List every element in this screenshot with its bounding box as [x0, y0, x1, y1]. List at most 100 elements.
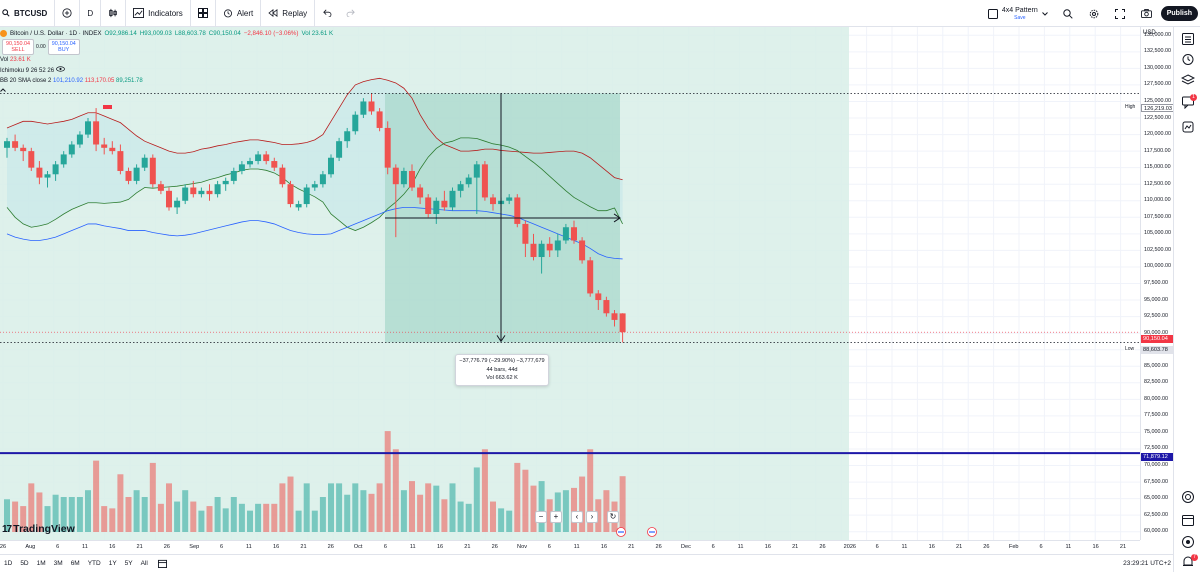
volume-bar — [295, 510, 302, 532]
candle-body — [409, 170, 415, 188]
price-tick: 65,000.00 — [1144, 495, 1168, 502]
tradingview-logo[interactable]: 17 TradingView — [2, 523, 75, 535]
time-axis[interactable]: 26 Aug 6 11 16 21 26 Sep 6 11 16 21 26 Oct 6 11 16 21 26 No… — [0, 540, 1140, 554]
price-tick: 92,500.00 — [1144, 313, 1168, 320]
top-toolbar: BTCUSD D Indicators Alert Replay 4x4 Pat… — [0, 0, 1200, 27]
quick-search-button[interactable] — [1056, 0, 1080, 27]
volume-bar — [287, 476, 294, 532]
notifications-bell-icon[interactable] — [1181, 555, 1195, 569]
compare-symbol-button[interactable] — [55, 0, 81, 27]
redo-button[interactable] — [339, 0, 363, 27]
candle-body — [222, 180, 229, 185]
ideas-icon[interactable] — [1181, 120, 1195, 134]
alerts-clock-icon[interactable] — [1181, 52, 1195, 66]
range-button-all[interactable]: All — [140, 560, 148, 567]
collapse-legend-button[interactable] — [0, 87, 333, 96]
range-button-5y[interactable]: 5Y — [124, 560, 133, 567]
range-button-ytd[interactable]: YTD — [87, 560, 101, 567]
scroll-right-button[interactable]: › — [586, 511, 598, 523]
ohlc-open: O92,986.14 — [104, 30, 137, 37]
publish-button[interactable]: Publish — [1160, 6, 1198, 21]
time-tick: 6 — [219, 544, 224, 550]
volume-bar — [571, 487, 577, 532]
candle-body — [619, 313, 626, 333]
zoom-in-button[interactable]: + — [550, 511, 562, 523]
range-button-1m[interactable]: 1M — [36, 560, 46, 567]
bollinger-legend[interactable]: BB 20 SMA close 2 101,210.92 113,170.05 … — [0, 77, 333, 86]
currency-label[interactable]: USD — [1143, 30, 1156, 36]
candle-body — [579, 240, 586, 261]
symbol-search-button[interactable]: BTCUSD — [0, 0, 56, 27]
volume-bar — [182, 490, 189, 532]
price-tick: 125,000.00 — [1144, 97, 1171, 104]
buy-button[interactable]: 90,150.04 BUY — [47, 39, 80, 55]
undo-button[interactable] — [315, 0, 339, 27]
range-button-1y[interactable]: 1Y — [108, 560, 117, 567]
volume-bar — [133, 490, 140, 532]
candle-body — [255, 154, 262, 162]
help-icon[interactable] — [1181, 535, 1195, 549]
volume-bar — [117, 474, 124, 532]
calendar-icon[interactable] — [1181, 513, 1195, 527]
layout-pattern-button[interactable]: 4x4 Pattern Save — [982, 0, 1054, 27]
candle-body — [279, 167, 286, 185]
bollinger-band-fill — [7, 78, 623, 231]
zoom-out-button[interactable]: − — [535, 511, 547, 523]
volume-bar — [85, 490, 91, 532]
time-tick: 16 — [273, 544, 280, 550]
volume-bar — [28, 483, 35, 532]
candle-body — [384, 127, 391, 168]
candle-body — [554, 240, 561, 251]
alert-button[interactable]: Alert — [216, 0, 262, 27]
price-chart[interactable] — [0, 27, 1140, 540]
price-tick: 97,500.00 — [1144, 280, 1168, 286]
scroll-left-button[interactable]: ‹ — [571, 511, 583, 523]
price-tick: 110,000.00 — [1144, 197, 1171, 204]
range-button-6m[interactable]: 6M — [70, 560, 80, 567]
chart-area[interactable]: Bitcoin / U.S. Dollar · 1D · INDEX O92,9… — [0, 27, 1140, 540]
layers-icon[interactable] — [1181, 73, 1195, 87]
range-button-1d[interactable]: 1D — [4, 560, 13, 567]
volume-legend[interactable]: Vol 23.61 K — [0, 56, 333, 65]
volume-bar — [449, 483, 456, 532]
snapshot-button[interactable] — [1134, 0, 1159, 27]
chat-icon[interactable] — [1181, 95, 1195, 109]
candle-body — [4, 141, 10, 148]
price-scale[interactable]: USD 60,000.00 62,500.00 65,000.00 67,500.00… — [1140, 27, 1173, 540]
volume-bar — [174, 501, 181, 532]
price-tick: 82,500.00 — [1144, 379, 1168, 386]
replay-button[interactable]: Replay — [261, 0, 316, 27]
range-button-5d[interactable]: 5D — [20, 560, 29, 567]
range-button-3m[interactable]: 3M — [53, 560, 63, 567]
volume-bar — [481, 449, 488, 532]
indicators-button[interactable]: Indicators — [126, 0, 191, 27]
fullscreen-button[interactable] — [1108, 0, 1132, 27]
candle-body — [538, 243, 545, 258]
volume-bar — [93, 460, 100, 532]
templates-button[interactable] — [191, 0, 216, 27]
settings-button[interactable] — [1082, 0, 1106, 27]
sell-button[interactable]: 90,150.04 SELL — [2, 39, 34, 55]
ichimoku-legend[interactable]: Ichimoku 9 26 52 26 — [0, 66, 333, 76]
candle-body — [425, 197, 432, 214]
symbol-legend-row[interactable]: Bitcoin / U.S. Dollar · 1D · INDEX O92,9… — [0, 29, 333, 38]
volume-bar — [60, 497, 67, 532]
volume-bar — [190, 501, 197, 532]
time-tick: 2026 — [843, 544, 857, 550]
clock-time[interactable]: 23:29:21 UTC+2 — [1123, 560, 1171, 567]
target-icon[interactable] — [1181, 490, 1195, 504]
zoom-icon — [1063, 8, 1073, 19]
interval-button[interactable]: D — [80, 0, 102, 27]
reset-chart-button[interactable]: ↻ — [607, 511, 619, 523]
date-range-calendar-icon[interactable] — [157, 559, 167, 568]
time-tick: 26 — [0, 544, 7, 550]
price-tick: 122,500.00 — [1144, 114, 1171, 121]
watchlist-icon[interactable] — [1181, 32, 1195, 46]
low-tag: Low — [1124, 346, 1136, 352]
volume-bar — [222, 508, 229, 532]
candle-body — [368, 101, 375, 112]
eye-icon[interactable] — [55, 66, 65, 72]
volume-bar — [587, 449, 594, 532]
chart-type-button[interactable] — [101, 0, 127, 27]
volume-bar — [530, 485, 537, 532]
